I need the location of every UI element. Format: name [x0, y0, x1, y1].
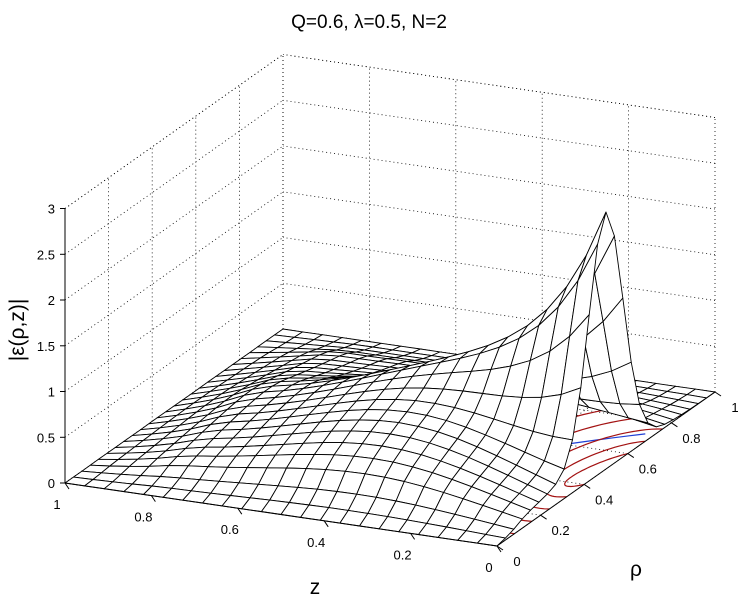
- y-tick-label: 0.4: [595, 492, 613, 507]
- grid-line: [282, 99, 716, 164]
- x-tick-label: 0.8: [134, 510, 152, 525]
- y-axis-label: ρ: [630, 558, 642, 581]
- y-axis-line: [496, 391, 716, 547]
- grid-line: [64, 54, 284, 209]
- y-tick: [496, 545, 504, 551]
- y-tick: [714, 391, 722, 397]
- x-tick: [64, 482, 70, 490]
- chart-title: Q=0.6, λ=0.5, N=2: [291, 12, 447, 33]
- axes: [60, 208, 722, 553]
- z-tick-label: 0.5: [37, 430, 55, 445]
- y-tick-label: 0.6: [639, 462, 657, 477]
- grid-line: [282, 145, 716, 210]
- y-tick-label: 0.8: [682, 431, 700, 446]
- z-axis-label: |ε(ρ,z)|: [6, 299, 29, 362]
- z-tick-label: 3: [48, 202, 55, 217]
- x-tick-label: 0: [485, 560, 492, 575]
- tick-labels: 0 0.2 0.4 0.6 0.8 1 0 0.2 0.4 0.6 0.8 1 0 0.5 1 1.5 2 2.5…: [37, 202, 738, 576]
- grid-line: [282, 191, 716, 256]
- x-axis-line: [64, 482, 498, 547]
- z-tick-label: 1.5: [37, 339, 55, 354]
- grid-line: [282, 54, 716, 118]
- x-tick: [150, 495, 156, 502]
- y-tick: [540, 514, 547, 520]
- y-tick: [627, 453, 635, 459]
- contour-line: [564, 453, 628, 488]
- y-tick: [671, 422, 678, 428]
- grid-line: [282, 237, 716, 301]
- x-axis-label: z: [310, 576, 321, 599]
- z-tick-label: 2.5: [37, 247, 55, 262]
- y-tick-label: 0.2: [552, 523, 570, 538]
- x-tick: [410, 533, 416, 540]
- x-tick: [237, 507, 243, 515]
- x-tick-label: 0.4: [307, 535, 325, 550]
- grid-line: [64, 191, 284, 347]
- grid-line: [239, 359, 672, 424]
- grid-line: [64, 145, 284, 301]
- x-tick-label: 0.6: [221, 522, 239, 537]
- z-tick-label: 1: [48, 385, 55, 400]
- grid-line: [282, 54, 716, 118]
- grid-line: [64, 237, 284, 392]
- surface-mesh: [64, 211, 716, 547]
- z-tick-label: 2: [48, 293, 55, 308]
- x-tick: [323, 520, 329, 528]
- y-tick: [583, 483, 591, 489]
- grid-line: [64, 282, 284, 438]
- y-tick-label: 0: [513, 554, 520, 569]
- z-tick-label: 0: [48, 476, 55, 491]
- x-tick-label: 0.2: [394, 547, 412, 562]
- grid-line: [282, 282, 716, 347]
- x-tick-label: 1: [53, 497, 60, 512]
- y-tick-label: 1: [731, 400, 738, 415]
- grid-line: [64, 99, 284, 255]
